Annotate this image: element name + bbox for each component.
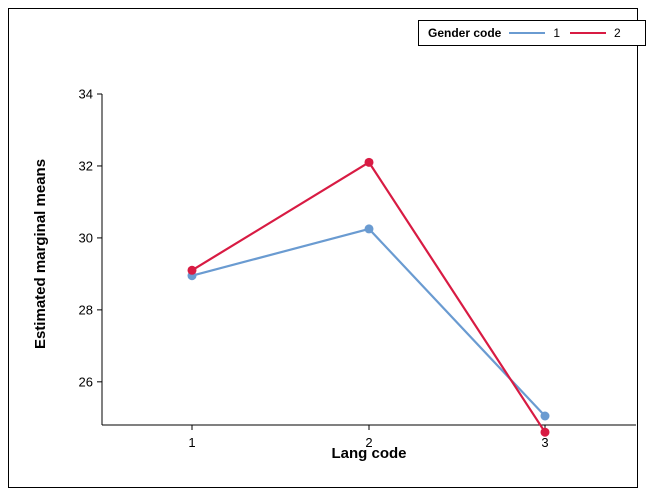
data-point-2-2	[364, 157, 374, 167]
y-tick-label: 26	[79, 374, 93, 389]
y-tick-label: 30	[79, 230, 93, 245]
x-tick-label: 2	[365, 435, 372, 450]
series-points	[187, 157, 550, 437]
x-tick-label: 1	[188, 435, 195, 450]
legend-label-2: 2	[614, 26, 621, 40]
x-tick-label: 3	[541, 435, 548, 450]
data-point-1-2	[364, 224, 374, 234]
chart-frame	[8, 8, 638, 488]
data-point-2-3	[540, 427, 550, 437]
x-axis-title: Lang code	[331, 445, 406, 462]
series-lines	[191, 161, 546, 433]
legend-swatch-1	[509, 32, 546, 34]
series-line-1	[191, 227, 546, 417]
y-tick-label: 28	[79, 302, 93, 317]
data-point-1-3	[540, 411, 550, 421]
legend-entry-1: 1	[509, 26, 560, 40]
legend-swatch-2	[570, 32, 607, 34]
legend-label-1: 1	[553, 26, 561, 40]
y-tick-label: 32	[79, 158, 93, 173]
series-line-2	[191, 161, 546, 433]
data-point-2-1	[187, 265, 197, 275]
axes: 26 28 30 32 34 1 2 3	[79, 87, 636, 450]
legend: Gender code 1 2	[418, 20, 646, 46]
y-axis-title: Estimated marginal means	[32, 159, 49, 349]
legend-title: Gender code	[428, 26, 502, 40]
y-tick-label: 34	[79, 87, 93, 102]
legend-entry-2: 2	[570, 26, 621, 40]
